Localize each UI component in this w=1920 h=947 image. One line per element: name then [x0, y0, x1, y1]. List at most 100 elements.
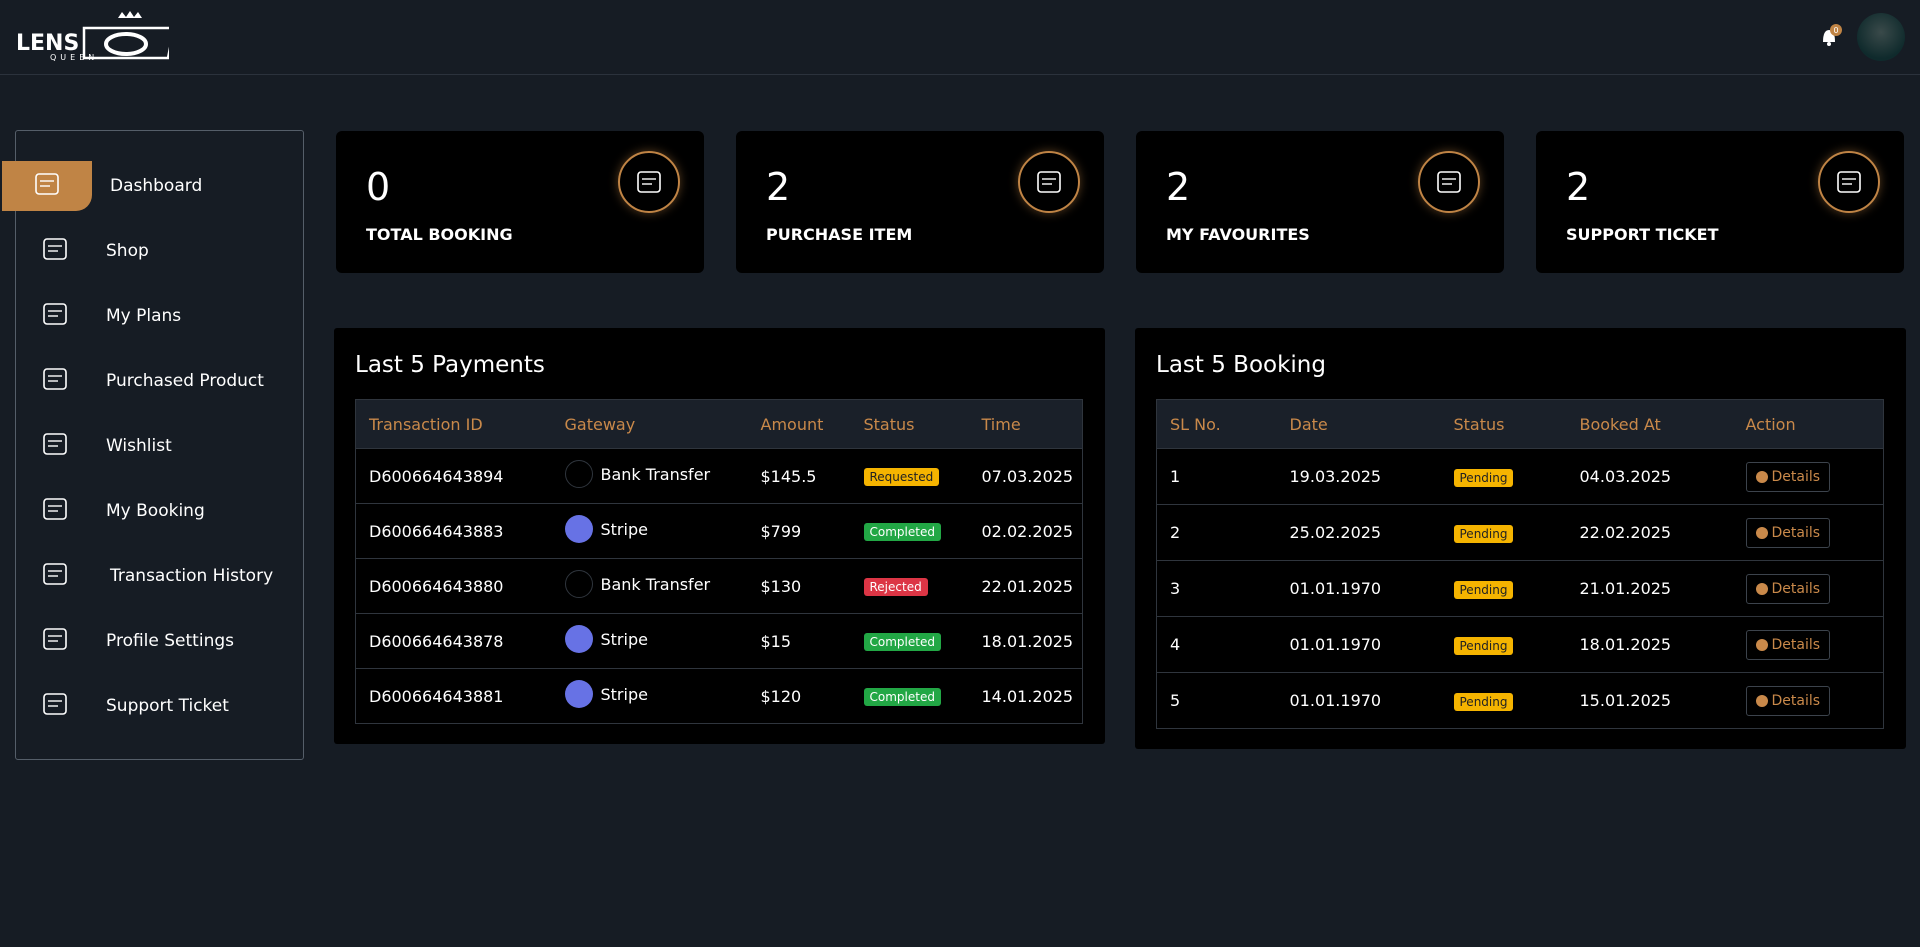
icon-graphic: [35, 173, 59, 195]
cell: Pending: [1440, 560, 1567, 617]
button-label: Details: [1771, 636, 1821, 653]
icon-graphic: [1837, 171, 1861, 193]
cell: Stripe: [551, 668, 748, 724]
cell-text: 01.01.1970: [1289, 635, 1382, 654]
cell: Pending: [1440, 504, 1567, 561]
icon: [40, 494, 70, 528]
gateway-icon: [564, 680, 593, 708]
cell-text: 21.01.2025: [1579, 579, 1672, 598]
icon: [1418, 151, 1480, 213]
menu-item[interactable]: My Booking: [16, 486, 303, 536]
cell: 18.01.2025: [1566, 616, 1733, 673]
stat-card[interactable]: 2 MY FAVOURITES: [1136, 131, 1504, 273]
menu-item[interactable]: Shop: [16, 226, 303, 276]
menu-item[interactable]: Purchased Product: [16, 356, 303, 406]
cell-text: $130: [760, 576, 802, 596]
stat-value: 2: [1566, 165, 1591, 209]
button-label: Details: [1771, 692, 1821, 709]
cell: Details: [1732, 616, 1884, 673]
stat-card[interactable]: 2 SUPPORT TICKET: [1536, 131, 1904, 273]
cell: $799: [747, 503, 851, 559]
stat-card[interactable]: 0 TOTAL BOOKING: [336, 131, 704, 273]
icon: [40, 689, 70, 723]
cell-text: $145.5: [760, 466, 817, 486]
menu-label: My Plans: [106, 306, 182, 326]
icon-graphic: [43, 498, 67, 520]
notification-count: 0: [1833, 26, 1838, 35]
payments-panel: Last 5 Payments Transaction ID Gateway Amo…: [334, 328, 1105, 744]
table-row: D600664643883 Stripe $799 Completed 02.02.20…: [355, 503, 1083, 559]
column-header: Amount: [747, 399, 851, 449]
menu-label: Support Ticket: [106, 696, 229, 716]
details-button[interactable]: Details: [1745, 517, 1831, 548]
menu-item[interactable]: Wishlist: [16, 421, 303, 471]
gateway-icon: [564, 515, 593, 543]
cell: Details: [1732, 560, 1884, 617]
cell: 14.01.2025: [968, 668, 1083, 724]
stat-label: PURCHASE ITEM: [766, 225, 913, 244]
info-icon: [1755, 638, 1768, 651]
stat-label: SUPPORT TICKET: [1566, 225, 1719, 244]
menu-label: Dashboard: [110, 176, 203, 196]
cell: D600664643880: [355, 558, 552, 614]
column-header: SL No.: [1156, 399, 1277, 449]
logo[interactable]: LENS QUEEN: [14, 10, 169, 62]
table-row: D600664643881 Stripe $120 Completed 14.01.20…: [355, 668, 1083, 724]
details-button[interactable]: Details: [1745, 685, 1831, 716]
cell: Pending: [1440, 448, 1567, 505]
menu-item[interactable]: Support Ticket: [16, 681, 303, 731]
cell: Details: [1732, 448, 1884, 505]
gateway-name: Stripe: [600, 519, 648, 539]
cell: Details: [1732, 672, 1884, 729]
cell: 01.01.1970: [1276, 616, 1441, 673]
menu-item[interactable]: Transaction History: [16, 551, 303, 601]
menu-item[interactable]: Profile Settings: [16, 616, 303, 666]
cell-text: D600664643878: [369, 631, 504, 651]
column-header: Transaction ID: [355, 399, 552, 449]
menu-item[interactable]: Dashboard: [2, 161, 303, 211]
icon: [40, 234, 70, 268]
details-button[interactable]: Details: [1745, 629, 1831, 660]
gateway: Bank Transfer: [564, 570, 710, 598]
gateway: Stripe: [564, 680, 648, 708]
cell: $145.5: [747, 448, 851, 504]
menu-item[interactable]: My Plans: [16, 291, 303, 341]
cell-text: 1: [1170, 467, 1181, 486]
cell: D600664643894: [355, 448, 552, 504]
cell-text: 3: [1170, 579, 1181, 598]
cell: 04.03.2025: [1566, 448, 1733, 505]
table-head: SL No. Date Status Booked At Action: [1156, 399, 1884, 449]
cell: Details: [1732, 504, 1884, 561]
details-button[interactable]: Details: [1745, 573, 1831, 604]
cell-text: 22.01.2025: [981, 576, 1074, 596]
gateway-icon: [564, 570, 593, 598]
cell: 19.03.2025: [1276, 448, 1441, 505]
notification-bell[interactable]: 0: [1815, 22, 1843, 50]
stat-card[interactable]: 2 PURCHASE ITEM: [736, 131, 1104, 273]
details-button[interactable]: Details: [1745, 461, 1831, 492]
cell: 18.01.2025: [968, 613, 1083, 669]
icon: [618, 151, 680, 213]
cell-text: 5: [1170, 691, 1181, 710]
cell: 3: [1156, 560, 1277, 617]
stat-value: 2: [766, 165, 791, 209]
header-row: Transaction ID Gateway Amount Status Time: [355, 399, 1083, 449]
stat-label: MY FAVOURITES: [1166, 225, 1310, 244]
icon-graphic: [1437, 171, 1461, 193]
header: LENS QUEEN 0: [0, 0, 1920, 75]
gateway: Stripe: [564, 515, 648, 543]
icon-graphic: [43, 563, 67, 585]
panel-title: Last 5 Booking: [1156, 352, 1326, 378]
table-row: 1 19.03.2025 Pending 04.03.2025 Details: [1156, 448, 1884, 505]
cell: 2: [1156, 504, 1277, 561]
table-row: D600664643880 Bank Transfer $130 Rejected 22…: [355, 558, 1083, 614]
cell: $130: [747, 558, 851, 614]
cell: 01.01.1970: [1276, 672, 1441, 729]
avatar[interactable]: [1857, 13, 1905, 61]
logo-subtitle: QUEEN: [50, 53, 98, 62]
table-row: 2 25.02.2025 Pending 22.02.2025 Details: [1156, 504, 1884, 561]
status-badge: Pending: [1453, 636, 1514, 655]
status-badge: Requested: [863, 468, 940, 486]
column-header: Status: [1440, 399, 1567, 449]
